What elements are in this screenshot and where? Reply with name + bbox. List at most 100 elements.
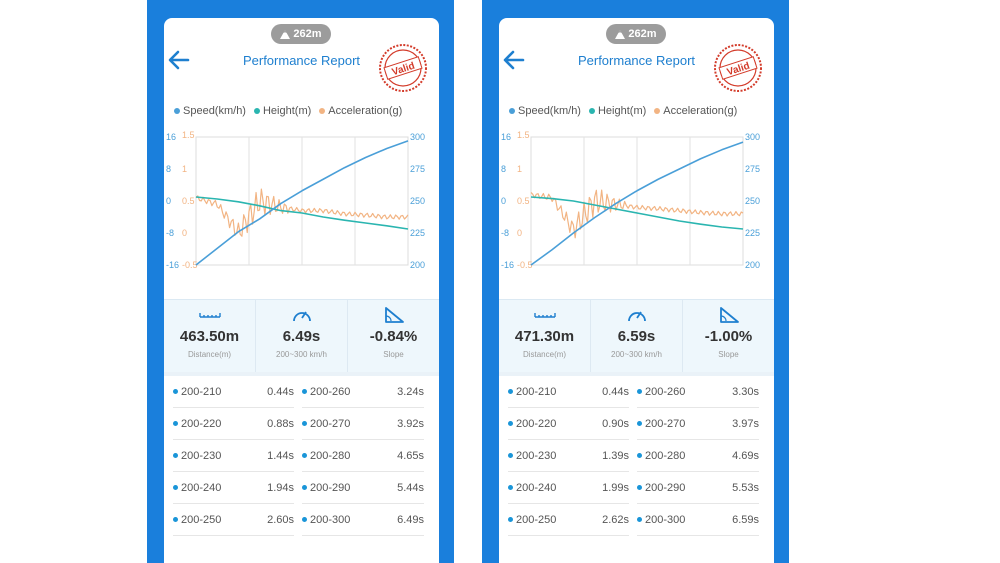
split-row: 200-220 0.90s 200-270 3.97s <box>499 410 774 442</box>
height-series-line <box>530 196 744 230</box>
split-time-value: 2.60s <box>267 514 294 526</box>
row-divider <box>508 471 629 472</box>
split-range-label: 200-290 <box>302 482 382 494</box>
split-time-value: 6.49s <box>397 514 424 526</box>
split-row: 200-230 1.44s 200-280 4.65s <box>164 442 439 474</box>
acceleration-tick-label: 0.5 <box>182 196 195 206</box>
legend-speed: Speed(km/h) <box>174 105 246 117</box>
split-range-label: 200-230 <box>508 450 588 462</box>
bullet-dot-icon <box>508 484 513 490</box>
ruler-icon <box>533 313 556 318</box>
split-range-label: 200-220 <box>173 418 253 430</box>
distance-label: Distance(m) <box>187 350 232 359</box>
split-row: 200-220 0.88s 200-270 3.92s <box>164 410 439 442</box>
slope-value: -1.00% <box>704 328 753 345</box>
altitude-badge: 262m <box>606 24 666 44</box>
split-time-value: 1.39s <box>602 450 629 462</box>
height-tick-label: -8 <box>166 228 174 238</box>
row-divider <box>637 439 759 440</box>
split-time-value: 3.97s <box>732 418 759 430</box>
speedometer-icon <box>292 311 311 322</box>
row-divider <box>173 535 294 536</box>
speed-tick-label: 300 <box>410 132 425 142</box>
bullet-dot-icon <box>302 484 307 490</box>
split-range-label: 200-290 <box>637 482 717 494</box>
phone-frame-left: 262m Performance Report Valid Speed(km/h… <box>147 0 454 563</box>
split-range-label: 200-260 <box>302 386 382 398</box>
chart-legend: Speed(km/h) Height(m) Acceleration(g) <box>509 105 737 117</box>
stats-bar: 463.50m Distance(m) 6.49s 200~300 km/h -… <box>164 299 439 372</box>
split-range-label: 200-270 <box>302 418 382 430</box>
split-range-label: 200-300 <box>637 514 717 526</box>
report-card: 262m Performance Report Valid Speed(km/h… <box>164 18 439 563</box>
legend-height: Height(m) <box>588 105 646 117</box>
row-divider <box>173 407 294 408</box>
bullet-dot-icon <box>302 420 307 426</box>
split-range-label: 200-250 <box>173 514 253 526</box>
split-time-value: 3.30s <box>732 386 759 398</box>
page-title: Performance Report <box>242 53 361 68</box>
acceleration-tick-label: 1 <box>182 164 187 174</box>
distance-label: Distance(m) <box>522 350 567 359</box>
speed-tick-label: 200 <box>745 260 760 270</box>
split-row: 200-230 1.39s 200-280 4.69s <box>499 442 774 474</box>
row-divider <box>302 439 424 440</box>
bullet-dot-icon <box>173 484 178 490</box>
arrow-left-icon <box>503 50 525 70</box>
stats-bar: 471.30m Distance(m) 6.59s 200~300 km/h -… <box>499 299 774 372</box>
bullet-dot-icon <box>637 516 642 522</box>
row-divider <box>302 503 424 504</box>
row-divider <box>508 535 629 536</box>
split-times-list: 200-210 0.44s 200-260 3.30s 200-220 0.90s 200-… <box>499 378 774 538</box>
divider <box>164 372 439 376</box>
speed-tick-label: 225 <box>410 228 425 238</box>
acceleration-tick-label: 1.5 <box>182 130 195 140</box>
height-tick-label: 0 <box>501 196 506 206</box>
bullet-dot-icon <box>637 388 642 394</box>
acceleration-tick-label: 0 <box>517 228 522 238</box>
back-button[interactable] <box>168 50 190 70</box>
performance-chart: 16 1.5 300 8 1 275 0 0.5 250 -8 0 225 -16 -0.5 200 <box>501 130 760 270</box>
bullet-dot-icon <box>508 516 513 522</box>
stamp-text: Valid <box>726 61 752 79</box>
bullet-dot-icon <box>508 452 513 458</box>
split-time-value: 6.59s <box>732 514 759 526</box>
legend-acceleration: Acceleration(g) <box>319 105 402 117</box>
row-divider <box>173 439 294 440</box>
time-value: 6.59s <box>617 328 656 345</box>
speed-tick-label: 275 <box>410 164 425 174</box>
speed-series-line <box>530 141 744 266</box>
split-row: 200-240 1.94s 200-290 5.44s <box>164 474 439 506</box>
back-button[interactable] <box>503 50 525 70</box>
row-divider <box>302 535 424 536</box>
split-time-value: 0.44s <box>602 386 629 398</box>
acceleration-tick-label: 0 <box>182 228 187 238</box>
report-card: 262m Performance Report Valid Speed(km/h… <box>499 18 774 563</box>
legend-speed: Speed(km/h) <box>509 105 581 117</box>
split-row: 200-240 1.99s 200-290 5.53s <box>499 474 774 506</box>
speedometer-icon <box>627 311 646 322</box>
acceleration-tick-label: -0.5 <box>517 260 533 270</box>
height-tick-label: 8 <box>501 164 506 174</box>
bullet-dot-icon <box>173 388 178 394</box>
row-divider <box>173 503 294 504</box>
accel-series-line <box>530 189 744 239</box>
row-divider <box>302 471 424 472</box>
valid-stamp-icon: Valid <box>714 44 762 92</box>
split-range-label: 200-300 <box>302 514 382 526</box>
split-time-value: 0.44s <box>267 386 294 398</box>
valid-stamp-icon: Valid <box>379 44 427 92</box>
split-times-list: 200-210 0.44s 200-260 3.24s 200-220 0.88s 200-… <box>164 378 439 538</box>
bullet-dot-icon <box>637 484 642 490</box>
split-time-value: 3.92s <box>397 418 424 430</box>
height-tick-label: 16 <box>501 132 511 142</box>
stat-distance: 463.50m Distance(m) <box>164 300 256 372</box>
split-time-value: 1.94s <box>267 482 294 494</box>
slope-icon <box>384 307 404 323</box>
speed-series-line <box>195 140 409 266</box>
height-tick-label: -8 <box>501 228 509 238</box>
ruler-icon <box>198 313 221 318</box>
stat-slope: -1.00% Slope <box>683 300 774 372</box>
altitude-badge: 262m <box>271 24 331 44</box>
acceleration-tick-label: 0.5 <box>517 196 530 206</box>
